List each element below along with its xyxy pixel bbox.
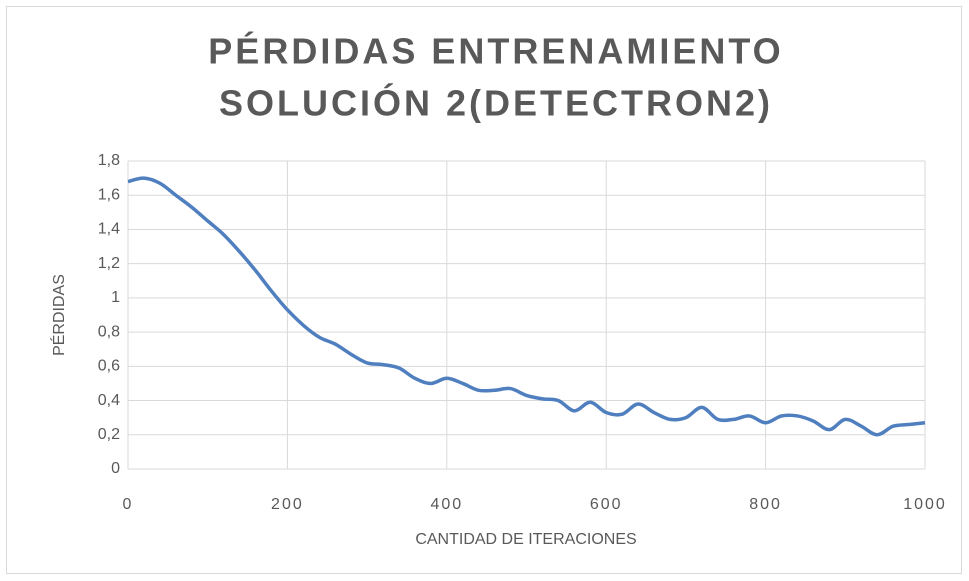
- y-tick-label: 0,4: [98, 392, 120, 409]
- chart-title: SOLUCIÓN 2(DETECTRON2): [219, 82, 773, 124]
- x-tick-label: 400: [430, 496, 463, 513]
- y-tick-label: 1,8: [98, 152, 120, 169]
- y-tick-label: 0,6: [98, 358, 120, 375]
- y-tick-label: 1,6: [98, 186, 120, 203]
- y-tick-label: 0,8: [98, 323, 120, 340]
- x-tick-label: 600: [590, 496, 623, 513]
- y-tick-label: 0,2: [98, 426, 120, 443]
- chart-border: [6, 6, 962, 574]
- x-tick-label: 800: [749, 496, 782, 513]
- y-tick-label: 1,4: [98, 221, 120, 238]
- x-tick-label: 1000: [903, 496, 947, 513]
- x-tick-label: 200: [271, 496, 304, 513]
- x-tick-label: 0: [123, 496, 134, 513]
- x-axis-title: CANTIDAD DE ITERACIONES: [415, 531, 636, 548]
- y-tick-label: 0: [111, 460, 120, 477]
- y-tick-label: 1: [111, 289, 120, 306]
- line-series: [127, 176, 926, 437]
- y-tick-label: 1,2: [98, 255, 120, 272]
- chart-title: PÉRDIDAS ENTRENAMIENTO: [208, 31, 783, 72]
- y-axis-title: PÉRDIDAS: [49, 274, 68, 356]
